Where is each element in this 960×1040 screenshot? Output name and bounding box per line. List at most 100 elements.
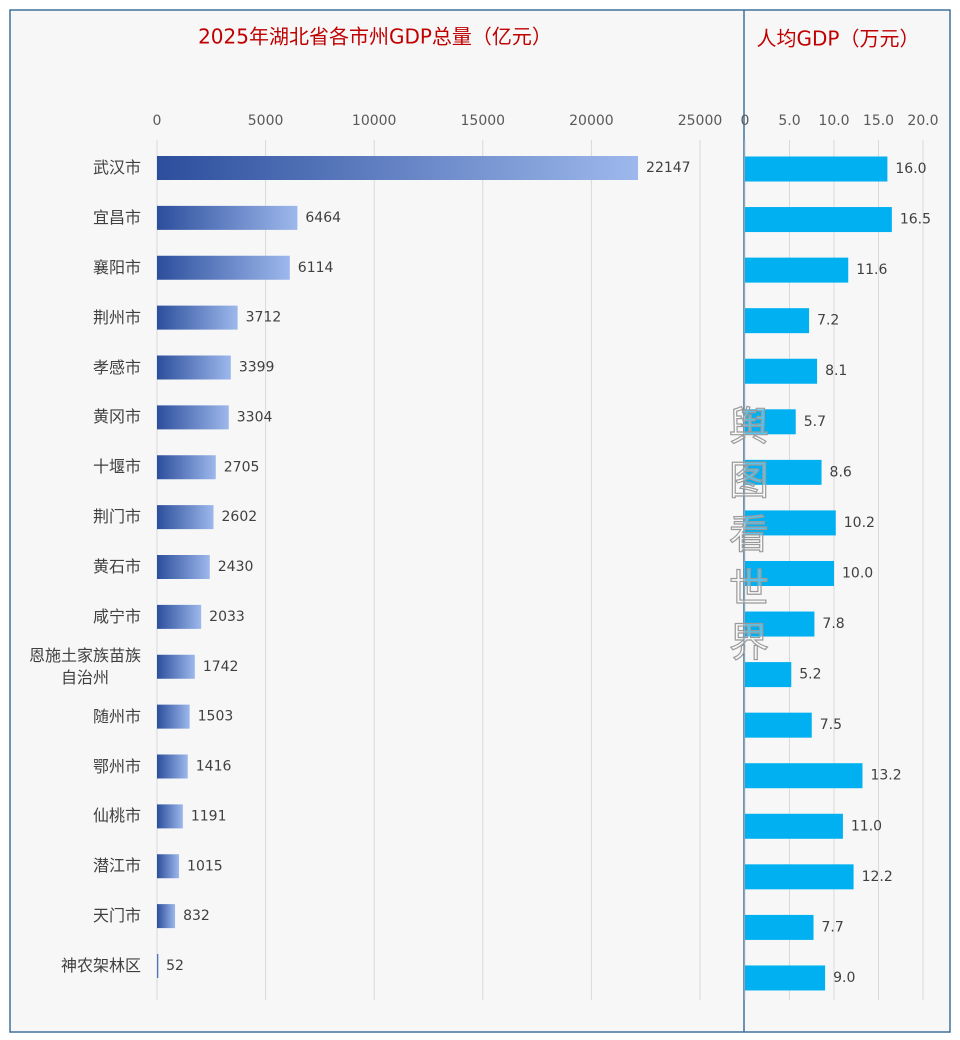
category-label-box: 黄石市 bbox=[93, 556, 141, 578]
bar bbox=[157, 405, 229, 430]
y-tick-label: 咸宁市 bbox=[92, 606, 141, 626]
value-label: 9.0 bbox=[833, 970, 855, 986]
value-label: 16.5 bbox=[900, 212, 931, 228]
bar bbox=[157, 505, 214, 530]
y-tick-label: 鄂州市 bbox=[92, 756, 141, 776]
bar bbox=[157, 604, 202, 629]
y-tick-label: 襄阳市 bbox=[92, 257, 141, 277]
y-tick-label: 神农架林区 bbox=[60, 956, 141, 975]
y-tick-label: 天门市 bbox=[92, 906, 141, 926]
y-tick-label: 荆门市 bbox=[92, 507, 141, 527]
value-label: 3712 bbox=[246, 310, 282, 326]
x-tick-label: 25000 bbox=[678, 113, 723, 129]
category-label-box: 荆州市 bbox=[93, 307, 141, 329]
bar bbox=[157, 804, 183, 829]
bar bbox=[745, 560, 834, 586]
value-label: 10.0 bbox=[842, 565, 873, 581]
bar bbox=[157, 754, 188, 779]
value-label: 8.1 bbox=[825, 363, 847, 379]
x-tick-label: 20.0 bbox=[907, 113, 938, 129]
x-tick-label: 10.0 bbox=[818, 113, 849, 129]
value-label: 7.5 bbox=[820, 717, 842, 733]
category-label-box: 仙桃市 bbox=[93, 805, 141, 827]
y-tick-label: 武汉市 bbox=[92, 158, 141, 177]
bar bbox=[745, 510, 836, 536]
y-tick-label: 潜江市 bbox=[92, 856, 141, 876]
y-tick-label: 随州市 bbox=[92, 706, 141, 726]
bar bbox=[157, 455, 216, 480]
x-tick-label: 0 bbox=[153, 113, 162, 129]
value-label: 10.2 bbox=[844, 515, 875, 531]
value-label: 5.2 bbox=[799, 667, 821, 683]
value-label: 12.2 bbox=[862, 869, 893, 885]
value-label: 1416 bbox=[196, 759, 232, 775]
x-tick-label: 15000 bbox=[461, 113, 506, 129]
bar bbox=[745, 712, 812, 738]
category-label-box: 武汉市 bbox=[93, 157, 141, 179]
value-label: 2430 bbox=[218, 559, 254, 575]
chart-title: 2025年湖北省各市州GDP总量（亿元） bbox=[198, 25, 552, 49]
value-label: 832 bbox=[183, 908, 210, 924]
value-label: 5.7 bbox=[804, 414, 826, 430]
bar bbox=[745, 308, 810, 334]
category-label-box: 黄冈市 bbox=[93, 406, 141, 428]
bar bbox=[157, 555, 210, 579]
chart-title: 人均GDP（万元） bbox=[757, 27, 920, 51]
y-tick-label: 宜昌市 bbox=[92, 207, 141, 227]
value-label: 7.7 bbox=[822, 919, 844, 935]
bar bbox=[745, 156, 888, 182]
bar bbox=[745, 257, 849, 283]
bar bbox=[157, 954, 159, 978]
category-label-box: 恩施土家族苗族 自治州 bbox=[29, 645, 141, 689]
bar bbox=[745, 409, 796, 435]
bar bbox=[745, 864, 854, 890]
category-label-box: 宜昌市 bbox=[93, 207, 141, 229]
bar bbox=[745, 763, 863, 789]
category-label-box: 孝感市 bbox=[93, 357, 141, 379]
value-label: 8.6 bbox=[830, 464, 852, 480]
value-label: 11.6 bbox=[856, 262, 887, 278]
value-label: 7.8 bbox=[822, 616, 844, 632]
watermark: 舆图看世界 bbox=[721, 404, 768, 675]
value-label: 7.2 bbox=[817, 313, 839, 329]
y-tick-label: 孝感市 bbox=[92, 357, 141, 377]
bar bbox=[745, 459, 822, 485]
y-tick-label: 仙桃市 bbox=[92, 806, 141, 826]
y-tick-label: 黄石市 bbox=[92, 557, 141, 576]
bar bbox=[745, 611, 815, 637]
bar bbox=[157, 255, 290, 280]
y-tick-label: 黄冈市 bbox=[92, 407, 141, 427]
value-label: 11.0 bbox=[851, 818, 882, 834]
x-tick-label: 5000 bbox=[248, 113, 284, 129]
value-label: 6114 bbox=[298, 260, 334, 276]
bar bbox=[157, 156, 639, 180]
value-label: 2602 bbox=[222, 509, 258, 525]
value-label: 1015 bbox=[187, 858, 223, 874]
category-label-box: 咸宁市 bbox=[93, 606, 141, 628]
bar bbox=[157, 355, 231, 380]
y-tick-label: 恩施土家族苗族 自治州 bbox=[28, 645, 141, 687]
value-label: 16.0 bbox=[895, 161, 926, 177]
value-label: 52 bbox=[166, 958, 184, 974]
value-label: 2033 bbox=[209, 609, 245, 625]
bar bbox=[745, 813, 843, 839]
y-tick-label: 十堰市 bbox=[92, 457, 141, 477]
value-label: 1742 bbox=[203, 659, 239, 675]
bar bbox=[745, 914, 814, 940]
x-tick-label: 15.0 bbox=[863, 113, 894, 129]
category-label-box: 潜江市 bbox=[93, 855, 141, 877]
bar bbox=[157, 854, 180, 879]
value-label: 3399 bbox=[239, 360, 275, 376]
category-label-box: 神农架林区 bbox=[61, 955, 141, 977]
bar bbox=[157, 305, 238, 330]
value-label: 6464 bbox=[305, 210, 341, 226]
y-tick-label: 荆州市 bbox=[92, 307, 141, 327]
bar bbox=[745, 207, 892, 233]
x-tick-label: 20000 bbox=[569, 113, 614, 129]
category-label-box: 襄阳市 bbox=[93, 257, 141, 279]
x-tick-label: 0 bbox=[741, 113, 750, 129]
value-label: 22147 bbox=[646, 160, 691, 176]
value-label: 2705 bbox=[224, 459, 260, 475]
